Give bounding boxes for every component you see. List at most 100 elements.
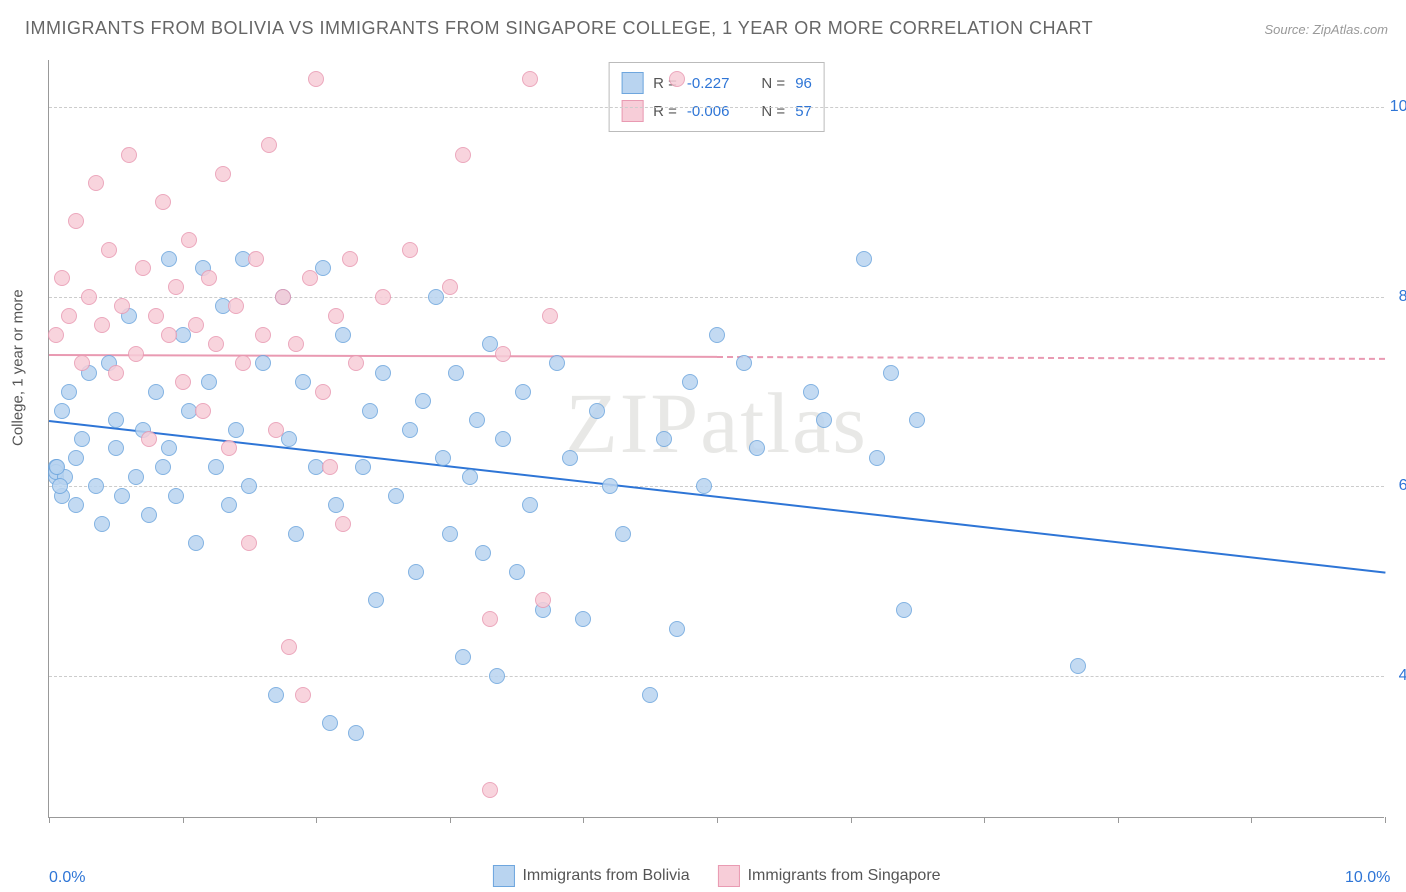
legend-label: Immigrants from Bolivia bbox=[522, 867, 689, 885]
x-tick bbox=[1385, 817, 1386, 823]
data-point bbox=[342, 251, 358, 267]
data-point bbox=[302, 270, 318, 286]
data-point bbox=[281, 431, 297, 447]
data-point bbox=[49, 459, 65, 475]
data-point bbox=[589, 403, 605, 419]
data-point bbox=[368, 592, 384, 608]
data-point bbox=[896, 602, 912, 618]
x-tick-label: 10.0% bbox=[1345, 869, 1390, 887]
data-point bbox=[141, 431, 157, 447]
data-point bbox=[362, 403, 378, 419]
data-point bbox=[322, 459, 338, 475]
data-point bbox=[348, 355, 364, 371]
data-point bbox=[736, 355, 752, 371]
data-point bbox=[615, 526, 631, 542]
data-point bbox=[48, 327, 64, 343]
gridline-h bbox=[49, 297, 1384, 298]
data-point bbox=[509, 564, 525, 580]
data-point bbox=[141, 507, 157, 523]
data-point bbox=[228, 298, 244, 314]
data-point bbox=[161, 327, 177, 343]
series-legend: Immigrants from BoliviaImmigrants from S… bbox=[492, 865, 940, 887]
x-tick-label: 0.0% bbox=[49, 869, 85, 887]
legend-swatch bbox=[492, 865, 514, 887]
data-point bbox=[388, 488, 404, 504]
trend-line bbox=[49, 354, 717, 358]
data-point bbox=[128, 469, 144, 485]
x-tick bbox=[583, 817, 584, 823]
x-tick bbox=[717, 817, 718, 823]
data-point bbox=[549, 355, 565, 371]
data-point bbox=[495, 346, 511, 362]
data-point bbox=[402, 242, 418, 258]
data-point bbox=[455, 147, 471, 163]
plot-area: ZIPatlas R =-0.227N =96R =-0.006N =57 Im… bbox=[48, 60, 1384, 818]
y-tick-label: 80.0% bbox=[1399, 288, 1406, 306]
y-tick-label: 60.0% bbox=[1399, 477, 1406, 495]
data-point bbox=[288, 526, 304, 542]
data-point bbox=[241, 535, 257, 551]
x-tick bbox=[984, 817, 985, 823]
data-point bbox=[602, 478, 618, 494]
y-tick-label: 100.0% bbox=[1390, 98, 1406, 116]
data-point bbox=[54, 270, 70, 286]
data-point bbox=[669, 621, 685, 637]
data-point bbox=[268, 687, 284, 703]
data-point bbox=[315, 260, 331, 276]
y-axis-label: College, 1 year or more bbox=[10, 289, 27, 446]
data-point bbox=[88, 175, 104, 191]
data-point bbox=[61, 308, 77, 324]
legend-item: Immigrants from Bolivia bbox=[492, 865, 689, 887]
data-point bbox=[201, 270, 217, 286]
data-point bbox=[328, 308, 344, 324]
data-point bbox=[54, 403, 70, 419]
data-point bbox=[642, 687, 658, 703]
data-point bbox=[315, 384, 331, 400]
data-point bbox=[114, 488, 130, 504]
data-point bbox=[52, 478, 68, 494]
x-tick bbox=[1251, 817, 1252, 823]
data-point bbox=[909, 412, 925, 428]
data-point bbox=[201, 374, 217, 390]
data-point bbox=[175, 374, 191, 390]
legend-row: R =-0.227N =96 bbox=[621, 69, 812, 97]
data-point bbox=[522, 71, 538, 87]
data-point bbox=[208, 336, 224, 352]
x-tick bbox=[450, 817, 451, 823]
data-point bbox=[215, 166, 231, 182]
data-point bbox=[408, 564, 424, 580]
data-point bbox=[709, 327, 725, 343]
data-point bbox=[482, 611, 498, 627]
data-point bbox=[281, 639, 297, 655]
data-point bbox=[856, 251, 872, 267]
data-point bbox=[61, 384, 77, 400]
data-point bbox=[482, 782, 498, 798]
data-point bbox=[288, 336, 304, 352]
legend-swatch bbox=[621, 100, 643, 122]
source-label: Source: ZipAtlas.com bbox=[1264, 22, 1388, 37]
data-point bbox=[515, 384, 531, 400]
data-point bbox=[328, 497, 344, 513]
data-point bbox=[696, 478, 712, 494]
x-tick bbox=[49, 817, 50, 823]
data-point bbox=[74, 431, 90, 447]
data-point bbox=[883, 365, 899, 381]
legend-row: R =-0.006N =57 bbox=[621, 97, 812, 125]
data-point bbox=[161, 440, 177, 456]
data-point bbox=[656, 431, 672, 447]
y-tick-label: 40.0% bbox=[1399, 667, 1406, 685]
legend-r-value: -0.227 bbox=[687, 75, 730, 92]
data-point bbox=[181, 232, 197, 248]
data-point bbox=[74, 355, 90, 371]
x-tick bbox=[1118, 817, 1119, 823]
data-point bbox=[322, 715, 338, 731]
data-point bbox=[94, 317, 110, 333]
data-point bbox=[562, 450, 578, 466]
data-point bbox=[462, 469, 478, 485]
data-point bbox=[148, 384, 164, 400]
data-point bbox=[475, 545, 491, 561]
data-point bbox=[803, 384, 819, 400]
data-point bbox=[469, 412, 485, 428]
data-point bbox=[455, 649, 471, 665]
data-point bbox=[308, 71, 324, 87]
